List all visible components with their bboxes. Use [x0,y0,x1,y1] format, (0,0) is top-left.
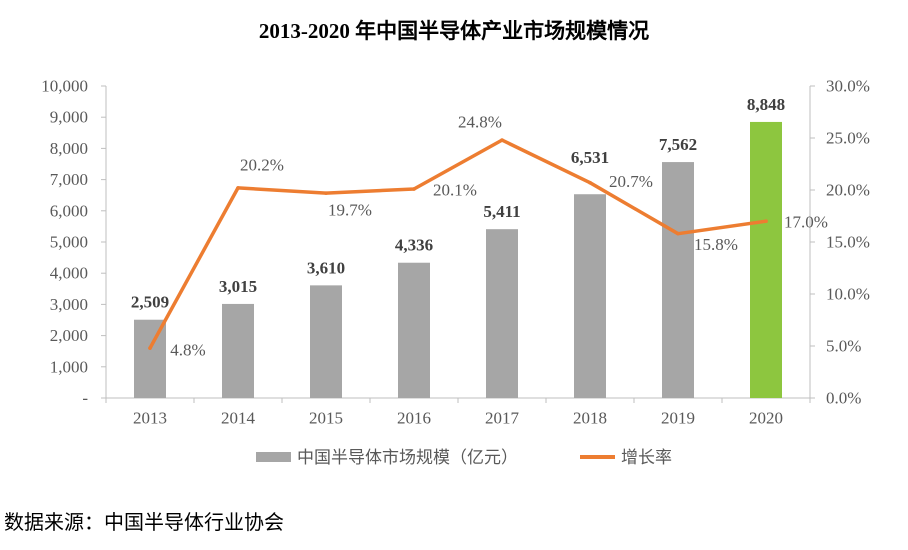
growth-label-2015: 19.7% [328,201,372,220]
x-tick-label-2019: 2019 [661,409,695,428]
growth-point-2017 [500,138,504,142]
bar-label-2016: 4,336 [395,236,433,255]
bar-2015 [310,285,342,398]
data-labels: 2,509 3,015 3,610 4,336 5,411 6,531 7,562 8,848… [131,95,828,360]
y-tick-label: 1,000 [50,357,88,376]
growth-label-2017: 24.8% [458,113,502,132]
y-tick-label: 9,000 [50,108,88,127]
bar-2020 [750,121,782,399]
x-tick-label-2013: 2013 [133,409,167,428]
growth-point-2018 [588,180,592,185]
bar-2013 [134,319,166,398]
bar-series [134,121,782,399]
legend: 中国半导体市场规模（亿元） 增长率 [256,448,672,467]
growth-point-2016 [412,187,416,191]
growth-point-2020 [764,219,768,223]
growth-point-2014 [236,186,240,190]
x-tick-label-2016: 2016 [397,409,431,428]
growth-label-2014: 20.2% [240,155,284,174]
x-tick-label-2020: 2020 [749,409,783,428]
y2-tick-label: 5.0% [826,337,861,356]
y2-tick-label: 20.0% [826,181,870,200]
source-note: 数据来源：中国半导体行业协会 [4,511,284,534]
growth-label-2019: 15.8% [694,235,738,254]
y-tick-label: 7,000 [50,170,88,189]
bar-label-2015: 3,610 [307,258,345,277]
bar-label-2018: 6,531 [571,148,609,167]
bar-2019 [662,162,694,398]
y-tick-label: 4,000 [50,264,88,283]
y-tick-label: 8,000 [50,139,88,158]
bar-2017 [486,229,518,398]
y-tick-label: 5,000 [50,233,88,252]
legend-swatch-bar [256,452,291,462]
growth-label-2020: 17.0% [784,213,828,232]
growth-point-2013 [148,346,152,350]
y-tick-label: 3,000 [50,295,88,314]
y-tick-label: 2,000 [50,326,88,345]
bar-label-2020: 8,848 [747,95,785,114]
growth-point-2015 [324,191,328,195]
growth-label-2016: 20.1% [433,180,477,199]
bar-label-2017: 5,411 [483,202,520,221]
x-tick-label-2015: 2015 [309,409,343,428]
growth-point-2019 [676,231,680,236]
y2-tick-label: 15.0% [826,233,870,252]
x-tick-label-2017: 2017 [485,409,520,428]
bar-2014 [222,303,254,398]
bar-label-2019: 7,562 [659,135,697,154]
bar-label-2014: 3,015 [219,277,257,296]
bar-2016 [398,262,430,398]
growth-rate-line [148,138,768,350]
y2-tick-label: 30.0% [826,77,870,96]
y-tick-label: 10,000 [41,77,88,96]
bar-2018 [574,194,606,398]
growth-label-2013: 4.8% [170,341,205,360]
legend-label-line: 增长率 [621,448,672,467]
y2-tick-label: 0.0% [826,389,861,408]
chart-title: 2013-2020 年中国半导体产业市场规模情况 [259,19,649,43]
legend-label-bar: 中国半导体市场规模（亿元） [297,448,518,467]
x-tick-label-2014: 2014 [221,409,256,428]
line-series [148,138,768,350]
y2-tick-label: 25.0% [826,129,870,148]
x-tick-label-2018: 2018 [573,409,607,428]
y-tick-label: 6,000 [50,201,88,220]
bar-label-2013: 2,509 [131,293,169,312]
growth-label-2018: 20.7% [609,172,653,191]
y-tick-label: - [82,389,88,408]
y2-tick-label: 10.0% [826,285,870,304]
